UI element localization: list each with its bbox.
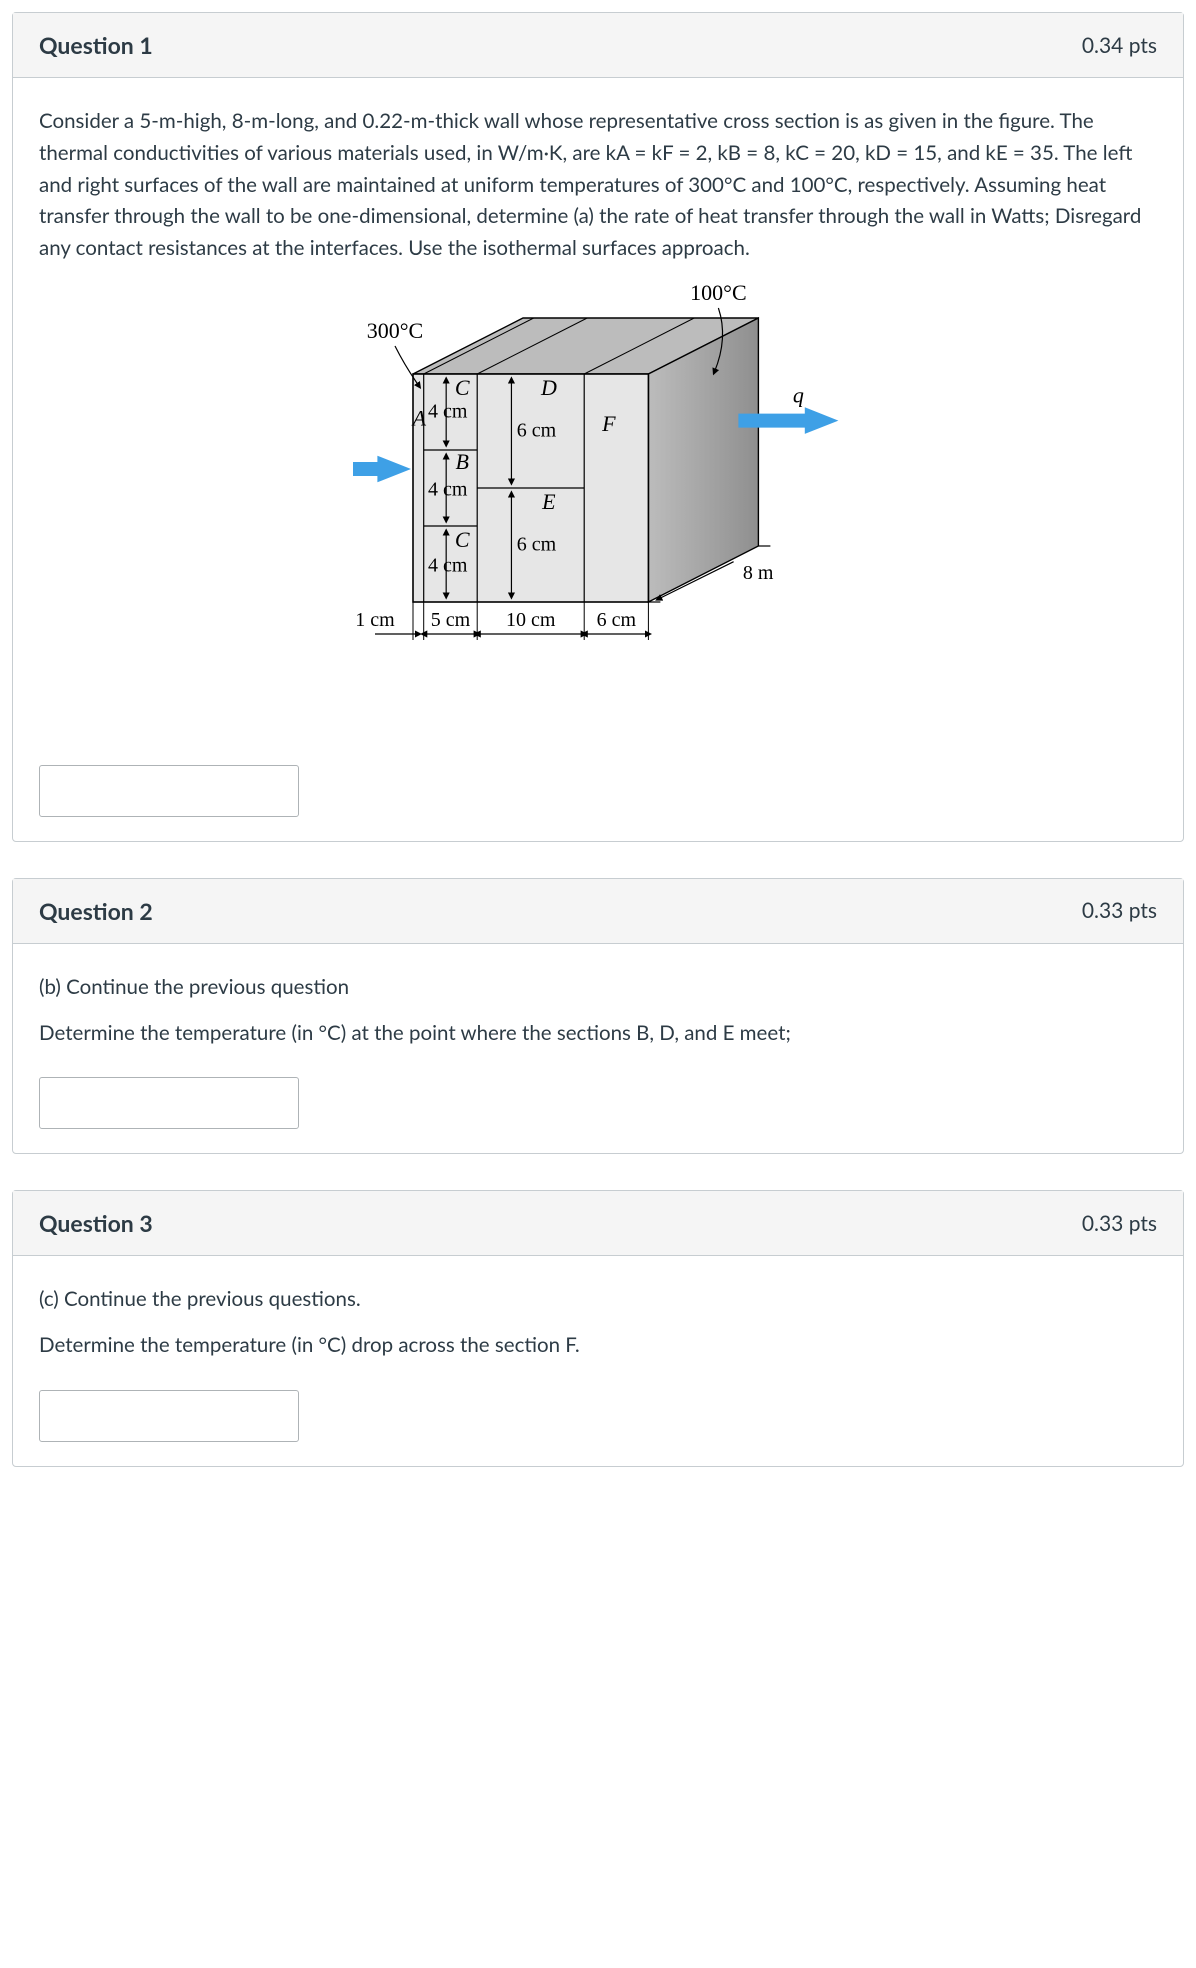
question-text-line2: Determine the temperature (in °C) drop a… [39, 1330, 1157, 1362]
svg-text:8 m: 8 m [743, 562, 774, 584]
question-card-1: Question 1 0.34 pts Consider a 5-m-high,… [12, 12, 1184, 842]
svg-text:B: B [455, 449, 468, 474]
svg-text:4 cm: 4 cm [428, 554, 468, 576]
svg-text:C: C [455, 527, 470, 552]
svg-text:D: D [540, 375, 557, 400]
question-title: Question 3 [39, 1209, 153, 1237]
question-points: 0.33 pts [1082, 1211, 1157, 1236]
question-body: Consider a 5-m-high, 8-m-long, and 0.22-… [13, 78, 1183, 841]
question-title: Question 1 [39, 31, 153, 59]
svg-text:4 cm: 4 cm [428, 401, 468, 423]
svg-text:6 cm: 6 cm [597, 609, 637, 631]
question-header: Question 2 0.33 pts [13, 879, 1183, 944]
svg-text:300°C: 300°C [367, 318, 423, 343]
svg-text:F: F [601, 411, 616, 436]
svg-text:5 cm: 5 cm [431, 609, 471, 631]
question-text-line1: (b) Continue the previous question [39, 972, 1157, 1004]
svg-text:C: C [455, 375, 470, 400]
question-title: Question 2 [39, 897, 153, 925]
figure-wrap: 5 cm 10 cm 6 cm 1 cm A C B C D E F 4 cm 4 cm 4 cm 6 cm… [39, 265, 1157, 737]
question-card-2: Question 2 0.33 pts (b) Continue the pre… [12, 878, 1184, 1155]
svg-text:4 cm: 4 cm [428, 478, 468, 500]
question-points: 0.33 pts [1082, 898, 1157, 923]
question-header: Question 3 0.33 pts [13, 1191, 1183, 1256]
question-card-3: Question 3 0.33 pts (c) Continue the pre… [12, 1190, 1184, 1467]
svg-text:6 cm: 6 cm [517, 420, 557, 442]
answer-input[interactable] [39, 1390, 299, 1442]
svg-text:E: E [541, 489, 556, 514]
question-text-line1: (c) Continue the previous questions. [39, 1284, 1157, 1316]
answer-input[interactable] [39, 765, 299, 817]
svg-text:10 cm: 10 cm [506, 609, 556, 631]
svg-text:100°C: 100°C [690, 280, 746, 305]
question-body: (b) Continue the previous question Deter… [13, 944, 1183, 1154]
question-points: 0.34 pts [1082, 33, 1157, 58]
question-body: (c) Continue the previous questions. Det… [13, 1256, 1183, 1466]
svg-text:6 cm: 6 cm [517, 534, 557, 556]
svg-text:A: A [411, 405, 427, 430]
answer-input[interactable] [39, 1077, 299, 1129]
question-text-line2: Determine the temperature (in °C) at the… [39, 1018, 1157, 1050]
svg-text:1 cm: 1 cm [355, 609, 395, 631]
question-text: Consider a 5-m-high, 8-m-long, and 0.22-… [39, 106, 1157, 265]
wall-cross-section-figure: 5 cm 10 cm 6 cm 1 cm A C B C D E F 4 cm 4 cm 4 cm 6 cm… [318, 269, 878, 729]
question-header: Question 1 0.34 pts [13, 13, 1183, 78]
svg-text:q: q [793, 382, 804, 407]
